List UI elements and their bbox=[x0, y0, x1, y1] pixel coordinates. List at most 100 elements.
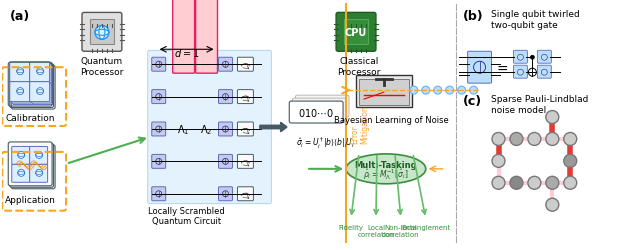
FancyBboxPatch shape bbox=[31, 84, 51, 104]
Text: (a): (a) bbox=[10, 10, 31, 23]
Text: Application: Application bbox=[4, 195, 56, 204]
Circle shape bbox=[37, 153, 44, 160]
Ellipse shape bbox=[346, 154, 426, 184]
Circle shape bbox=[510, 176, 523, 190]
FancyBboxPatch shape bbox=[33, 150, 51, 168]
FancyBboxPatch shape bbox=[295, 96, 349, 118]
Circle shape bbox=[18, 152, 25, 159]
FancyBboxPatch shape bbox=[29, 165, 47, 182]
FancyBboxPatch shape bbox=[289, 102, 343, 124]
FancyBboxPatch shape bbox=[31, 148, 49, 166]
FancyBboxPatch shape bbox=[29, 62, 50, 82]
Text: $\Lambda_1$: $\Lambda_1$ bbox=[177, 122, 190, 136]
FancyBboxPatch shape bbox=[12, 84, 31, 104]
Circle shape bbox=[434, 87, 442, 95]
FancyBboxPatch shape bbox=[12, 145, 55, 189]
Circle shape bbox=[18, 170, 25, 176]
FancyBboxPatch shape bbox=[8, 142, 52, 186]
FancyBboxPatch shape bbox=[152, 90, 166, 104]
Text: Fidelity: Fidelity bbox=[339, 224, 364, 230]
Circle shape bbox=[528, 133, 541, 146]
Text: =: = bbox=[497, 63, 508, 77]
Circle shape bbox=[445, 87, 454, 95]
FancyBboxPatch shape bbox=[12, 64, 31, 84]
FancyBboxPatch shape bbox=[15, 168, 33, 186]
FancyBboxPatch shape bbox=[13, 148, 31, 166]
Circle shape bbox=[546, 111, 559, 124]
Circle shape bbox=[492, 133, 505, 146]
Circle shape bbox=[40, 72, 47, 78]
Circle shape bbox=[40, 91, 47, 98]
Circle shape bbox=[546, 198, 559, 211]
FancyBboxPatch shape bbox=[33, 168, 51, 186]
FancyBboxPatch shape bbox=[237, 58, 253, 72]
FancyBboxPatch shape bbox=[237, 155, 253, 169]
Circle shape bbox=[458, 87, 466, 95]
Circle shape bbox=[492, 176, 505, 190]
Circle shape bbox=[38, 155, 45, 162]
FancyBboxPatch shape bbox=[356, 76, 412, 108]
FancyBboxPatch shape bbox=[10, 82, 29, 102]
Circle shape bbox=[38, 90, 45, 97]
FancyBboxPatch shape bbox=[237, 122, 253, 136]
Circle shape bbox=[36, 170, 43, 176]
FancyBboxPatch shape bbox=[152, 187, 166, 201]
Text: Single qubit twirled
two-qubit gate: Single qubit twirled two-qubit gate bbox=[490, 10, 579, 30]
Circle shape bbox=[38, 70, 45, 77]
FancyBboxPatch shape bbox=[10, 62, 29, 82]
FancyBboxPatch shape bbox=[218, 90, 232, 104]
FancyBboxPatch shape bbox=[196, 0, 218, 74]
Circle shape bbox=[528, 176, 541, 190]
Text: $\Lambda_2$: $\Lambda_2$ bbox=[200, 122, 212, 136]
Circle shape bbox=[531, 56, 534, 60]
FancyBboxPatch shape bbox=[292, 99, 346, 120]
Text: (b): (b) bbox=[463, 10, 483, 23]
FancyBboxPatch shape bbox=[152, 58, 166, 72]
FancyBboxPatch shape bbox=[33, 66, 52, 85]
Text: Quantum
Processor: Quantum Processor bbox=[80, 57, 124, 76]
FancyBboxPatch shape bbox=[10, 144, 54, 188]
Circle shape bbox=[37, 171, 44, 178]
FancyBboxPatch shape bbox=[513, 66, 527, 79]
FancyBboxPatch shape bbox=[218, 58, 232, 72]
Circle shape bbox=[510, 133, 523, 146]
Text: Bayesian Learning of Noise: Bayesian Learning of Noise bbox=[333, 116, 448, 124]
Text: (c): (c) bbox=[463, 95, 482, 108]
FancyBboxPatch shape bbox=[31, 166, 49, 184]
Text: Non-local
correlation: Non-local correlation bbox=[382, 224, 420, 237]
Circle shape bbox=[36, 152, 43, 159]
Circle shape bbox=[36, 68, 44, 75]
Text: $010\cdots0$: $010\cdots0$ bbox=[298, 106, 334, 118]
FancyBboxPatch shape bbox=[82, 13, 122, 52]
Circle shape bbox=[422, 87, 429, 95]
FancyBboxPatch shape bbox=[29, 147, 47, 165]
FancyBboxPatch shape bbox=[13, 66, 33, 85]
Circle shape bbox=[20, 91, 27, 98]
Circle shape bbox=[529, 69, 536, 77]
Text: Sparse Pauli-Lindblad
noise model: Sparse Pauli-Lindblad noise model bbox=[490, 95, 588, 114]
FancyBboxPatch shape bbox=[15, 150, 33, 168]
Circle shape bbox=[492, 155, 505, 168]
Circle shape bbox=[564, 155, 577, 168]
FancyBboxPatch shape bbox=[237, 187, 253, 201]
Circle shape bbox=[20, 72, 27, 78]
Circle shape bbox=[17, 88, 24, 95]
Circle shape bbox=[546, 133, 559, 146]
Circle shape bbox=[20, 173, 28, 180]
FancyBboxPatch shape bbox=[33, 85, 52, 105]
Circle shape bbox=[19, 153, 26, 160]
Text: $d = 1$: $d = 1$ bbox=[174, 47, 199, 59]
Text: $\hat{\rho}_i = M_\Lambda^{-1}[\hat{\sigma}_i]$: $\hat{\rho}_i = M_\Lambda^{-1}[\hat{\sig… bbox=[364, 167, 408, 182]
FancyBboxPatch shape bbox=[218, 122, 232, 136]
Circle shape bbox=[95, 26, 109, 40]
FancyBboxPatch shape bbox=[218, 155, 232, 169]
FancyBboxPatch shape bbox=[13, 166, 31, 184]
Circle shape bbox=[17, 68, 24, 75]
FancyBboxPatch shape bbox=[173, 0, 195, 74]
Circle shape bbox=[36, 88, 44, 95]
Text: Entanglement: Entanglement bbox=[401, 224, 451, 230]
FancyBboxPatch shape bbox=[344, 20, 368, 45]
Text: CPU: CPU bbox=[345, 28, 367, 38]
Circle shape bbox=[546, 176, 559, 190]
Circle shape bbox=[564, 133, 577, 146]
